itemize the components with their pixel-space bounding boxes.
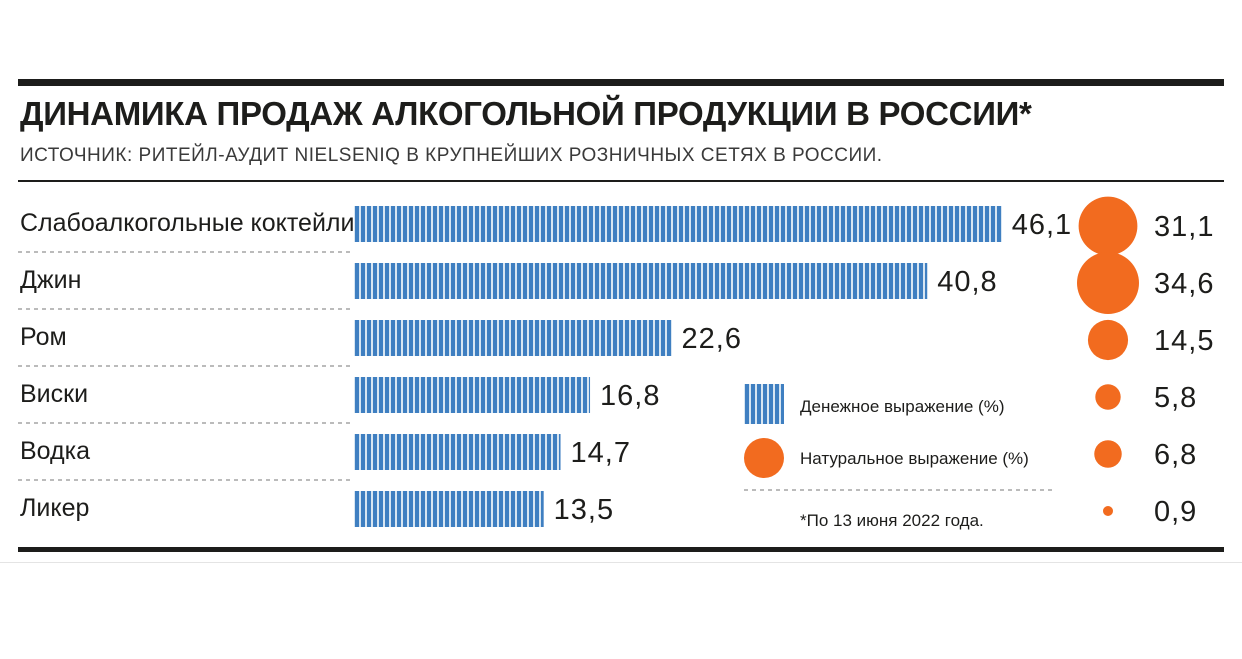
bubble-value-label: 6,8 — [1154, 439, 1197, 471]
bar-value-label: 14,7 — [571, 437, 631, 469]
category-label: Слабоалкогольные коктейли — [20, 209, 354, 237]
bar-value-labels: 46,1 40,8 22,6 16,8 14,7 13,5 — [554, 209, 1072, 526]
bubble-value-label: 34,6 — [1154, 268, 1214, 300]
bubble — [1103, 506, 1113, 516]
bar-series — [354, 206, 1002, 527]
bar-value-label: 16,8 — [600, 380, 660, 412]
bubble-series — [1077, 196, 1139, 516]
category-label: Джин — [20, 266, 81, 294]
bubble-value-label: 31,1 — [1154, 211, 1214, 243]
bar — [354, 320, 672, 356]
category-label: Ликер — [20, 494, 89, 522]
bar-value-label: 46,1 — [1012, 209, 1072, 241]
category-label: Водка — [20, 437, 90, 465]
category-label: Ром — [20, 323, 67, 351]
bubble — [1095, 384, 1121, 410]
legend-bubble-swatch — [744, 438, 784, 478]
bubble — [1077, 252, 1139, 314]
legend-bubble-label: Натуральное выражение (%) — [800, 449, 1029, 468]
bar — [354, 263, 928, 299]
bubble — [1094, 440, 1122, 468]
footnote: *По 13 июня 2022 года. — [800, 511, 984, 530]
bottom-rule — [18, 547, 1224, 552]
legend-bar-label: Денежное выражение (%) — [800, 397, 1005, 416]
bubble-value-label: 14,5 — [1154, 325, 1214, 357]
legend: Денежное выражение (%) Натуральное выраж… — [744, 384, 1054, 491]
top-rule — [18, 79, 1224, 86]
footer-line — [0, 562, 1242, 563]
bubble-value-label: 5,8 — [1154, 382, 1197, 414]
bar — [354, 206, 1002, 242]
legend-bar-swatch — [744, 384, 784, 424]
bar — [354, 491, 544, 527]
chart-subtitle: ИСТОЧНИК: РИТЕЙЛ-АУДИТ NIELSENIQ В КРУПН… — [20, 145, 883, 166]
category-label: Виски — [20, 380, 88, 408]
bar-value-label: 13,5 — [554, 494, 614, 526]
bar — [354, 434, 561, 470]
bar-value-label: 22,6 — [682, 323, 742, 355]
chart-title: ДИНАМИКА ПРОДАЖ АЛКОГОЛЬНОЙ ПРОДУКЦИИ В … — [20, 95, 1032, 132]
header-rule — [18, 180, 1224, 182]
category-labels: Слабоалкогольные коктейли Джин Ром Виски… — [20, 209, 354, 522]
bar — [354, 377, 591, 413]
bar-value-label: 40,8 — [937, 266, 997, 298]
bubble — [1078, 196, 1138, 256]
bubble-value-labels: 31,1 34,6 14,5 5,8 6,8 0,9 — [1154, 211, 1214, 528]
bubble-value-label: 0,9 — [1154, 496, 1197, 528]
bubble — [1087, 319, 1129, 361]
